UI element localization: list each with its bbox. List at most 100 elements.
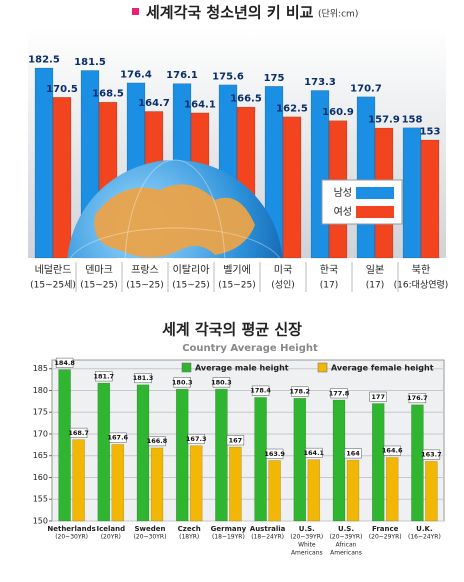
- bar: [411, 404, 424, 522]
- x-tick-label: Americans: [330, 550, 362, 557]
- x-tick-label: (17): [320, 281, 338, 291]
- value-label: 164.7: [138, 98, 170, 109]
- value-label: 178.2: [290, 388, 311, 396]
- value-label: 176.4: [120, 69, 152, 80]
- x-tick-label: (20~39YR): [330, 534, 363, 541]
- x-tick-label: (20~39YR): [290, 534, 323, 541]
- value-label: 180.3: [211, 378, 232, 386]
- bar: [371, 403, 385, 522]
- value-label: 177: [371, 393, 385, 401]
- x-tick-label: U.S.: [299, 525, 315, 533]
- value-label: 181.5: [74, 57, 106, 68]
- value-label-box: [226, 435, 245, 446]
- value-label: 176.1: [166, 70, 198, 81]
- value-label-box: [134, 373, 152, 384]
- x-tick-label: (15~25): [218, 281, 255, 291]
- legend-label: 여성: [334, 206, 352, 218]
- value-label-box: [369, 391, 387, 402]
- x-tick-label: (20YR): [101, 534, 121, 541]
- value-label-box: [265, 448, 284, 459]
- title-marker: [132, 8, 139, 15]
- value-label: 167.6: [108, 434, 129, 442]
- value-label-box: [95, 371, 113, 382]
- legend-label: Average male height: [195, 364, 289, 373]
- bar: [97, 382, 111, 522]
- value-label: 163.7: [421, 451, 442, 459]
- x-tick-label: (15~25): [80, 281, 117, 291]
- value-label: 168.7: [68, 429, 89, 437]
- bar: [282, 116, 302, 259]
- x-tick-label: (18YR): [179, 534, 199, 541]
- x-tick-label: 이탈리아: [173, 263, 210, 276]
- x-tick-label: White: [298, 542, 316, 549]
- legend-swatch: [356, 206, 394, 218]
- bar: [307, 459, 321, 522]
- x-tick-label: Iceland: [96, 525, 125, 533]
- x-tick-label: 네덜란드: [35, 264, 72, 276]
- x-tick-label: African: [336, 542, 357, 549]
- bar: [150, 447, 164, 522]
- bar: [52, 97, 72, 259]
- x-tick-label: (15~25세): [30, 280, 76, 291]
- value-label-box: [251, 385, 270, 396]
- value-label-box: [148, 436, 166, 447]
- bar: [215, 388, 228, 522]
- x-axis: 네덜란드 (15~25세) 덴마크 (15~25) 프랑스 (15~25) 이탈리아 (15~…: [30, 262, 448, 292]
- value-label: 153: [420, 127, 441, 138]
- value-label: 164.1: [304, 449, 325, 457]
- value-label: 181.3: [133, 374, 154, 382]
- value-label: 158: [402, 114, 423, 125]
- bar: [72, 439, 85, 522]
- value-label: 170.7: [350, 83, 382, 94]
- x-tick-label: U.K.: [416, 525, 432, 533]
- legend: Average male height Average female height: [181, 362, 434, 373]
- x-tick-label: Americans: [291, 550, 323, 557]
- value-label-box: [212, 377, 231, 388]
- x-tick-label: (15~25): [172, 281, 209, 291]
- x-tick-label: (20~29YR): [369, 534, 402, 541]
- value-label: 170.5: [46, 84, 78, 95]
- legend-swatch: [356, 187, 394, 199]
- bar: [111, 444, 125, 522]
- value-label-box: [383, 445, 401, 456]
- value-label-box: [408, 393, 427, 404]
- legend-swatch: [317, 362, 328, 373]
- x-tick-label: 벨기에: [223, 264, 251, 276]
- value-label: 160.9: [322, 107, 354, 118]
- x-tick-label: France: [372, 525, 399, 533]
- value-label-box: [109, 432, 127, 443]
- chart-title: 세계 각국의 평균 신장: [162, 321, 302, 339]
- value-label: 176.7: [407, 394, 428, 402]
- bar: [189, 445, 203, 522]
- value-label: 162.5: [276, 103, 308, 114]
- value-label-box: [422, 449, 441, 460]
- y-tick-label: 170: [33, 429, 48, 438]
- x-tick-label: U.S.: [338, 525, 354, 533]
- value-label: 164.1: [184, 99, 216, 110]
- bar: [425, 461, 438, 522]
- value-label-box: [330, 388, 348, 399]
- value-label: 167.3: [186, 435, 207, 443]
- x-tick-label: Germany: [211, 525, 247, 533]
- chart-title: 세계각국 청소년의 키 비교: [146, 4, 314, 22]
- value-label-box: [55, 357, 74, 368]
- legend-swatch: [181, 362, 192, 373]
- value-label: 157.9: [368, 115, 400, 126]
- value-label-box: [305, 447, 323, 458]
- x-tick-label: (20~30YR): [55, 534, 88, 541]
- y-tick-label: 165: [33, 451, 48, 460]
- y-tick-label: 175: [33, 408, 48, 417]
- value-label: 175: [264, 73, 285, 84]
- x-tick-label: 덴마크: [85, 264, 113, 276]
- value-label: 166.8: [147, 437, 168, 445]
- value-label-box: [291, 386, 309, 397]
- x-tick-label: (15~25): [126, 281, 163, 291]
- value-label: 173.3: [304, 77, 336, 88]
- value-label: 175.6: [212, 71, 244, 82]
- x-tick-label: (16~24YR): [408, 534, 441, 541]
- x-tick-label: Sweden: [135, 525, 166, 533]
- x-tick-label: (18~19YR): [212, 534, 245, 541]
- globe: [67, 159, 283, 258]
